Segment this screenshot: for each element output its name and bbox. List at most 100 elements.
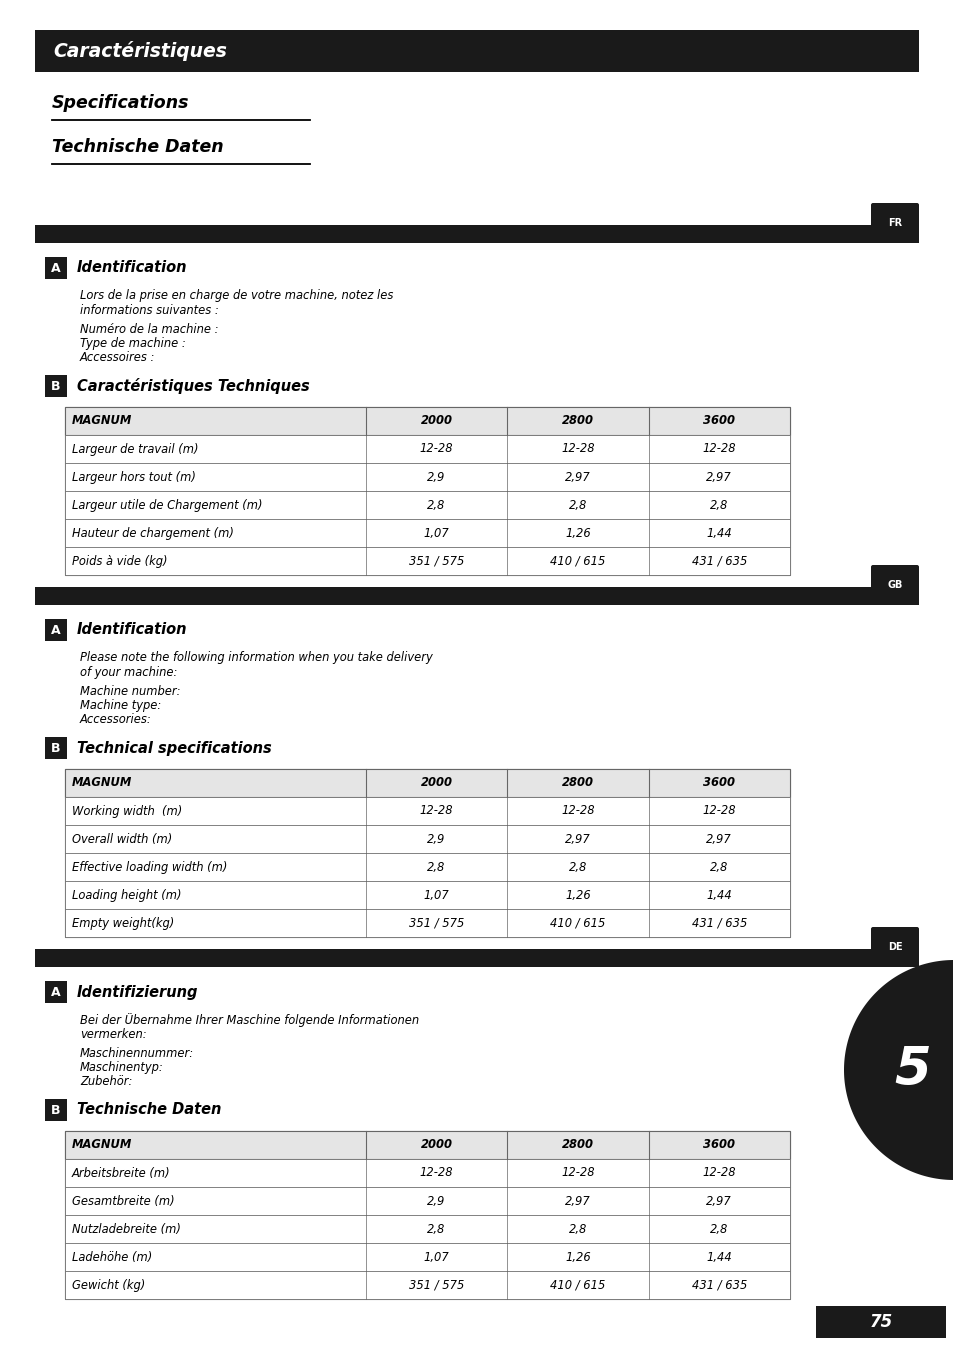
Text: 410 / 615: 410 / 615 [550,1278,605,1292]
Text: MAGNUM: MAGNUM [71,1138,132,1152]
Text: 2,8: 2,8 [709,860,728,873]
Text: Machine number:: Machine number: [80,684,180,698]
Text: Ladehöhe (m): Ladehöhe (m) [71,1250,152,1264]
Text: Technical specifications: Technical specifications [77,741,272,756]
Text: GB: GB [886,580,902,590]
Bar [45,375,67,397]
Text: A: A [51,624,61,636]
Text: 1,44: 1,44 [706,526,731,540]
Text: Empty weight(kg): Empty weight(kg) [71,917,174,930]
Text: Identification: Identification [77,261,188,275]
Text: 1,44: 1,44 [706,1250,731,1264]
Text: Bei der Übernahme Ihrer Maschine folgende Informationen: Bei der Übernahme Ihrer Maschine folgend… [80,1012,418,1027]
Bar [65,1215,789,1243]
Text: 2,8: 2,8 [709,498,728,512]
Text: 2,9: 2,9 [427,1195,445,1207]
Text: Zubehör:: Zubehör: [80,1075,132,1088]
Bar [35,225,918,243]
Text: Hauteur de chargement (m): Hauteur de chargement (m) [71,526,233,540]
Text: Caractéristiques Techniques: Caractéristiques Techniques [77,378,310,394]
Text: 2800: 2800 [561,1138,594,1152]
Text: 12-28: 12-28 [419,1166,453,1180]
Text: 5: 5 [893,1044,929,1096]
Text: Technische Daten: Technische Daten [52,138,223,157]
Text: Identifizierung: Identifizierung [77,984,198,999]
Text: 12-28: 12-28 [560,1166,594,1180]
Bar [65,882,789,909]
Bar [65,1131,789,1299]
Bar [65,491,789,518]
Text: Technische Daten: Technische Daten [77,1103,221,1118]
Text: 351 / 575: 351 / 575 [409,917,464,930]
Text: 351 / 575: 351 / 575 [409,1278,464,1292]
Bar [65,825,789,853]
Bar [65,1187,789,1215]
Text: Identification: Identification [77,622,188,637]
Text: 1,07: 1,07 [423,1250,449,1264]
Text: 2,8: 2,8 [427,860,445,873]
Text: 1,07: 1,07 [423,888,449,902]
Text: DE: DE [886,942,902,952]
Text: 1,07: 1,07 [423,526,449,540]
Text: Specifications: Specifications [52,95,190,112]
Text: Gesamtbreite (m): Gesamtbreite (m) [71,1195,174,1207]
Bar [45,256,67,279]
Bar [45,737,67,759]
Bar [65,1160,789,1187]
Bar [65,769,789,937]
Text: 2,97: 2,97 [564,471,590,483]
Text: 12-28: 12-28 [419,805,453,818]
Polygon shape [843,960,953,1180]
Text: Lors de la prise en charge de votre machine, notez les: Lors de la prise en charge de votre mach… [80,289,393,302]
Bar [35,30,918,72]
Text: A: A [51,986,61,999]
Text: Type de machine :: Type de machine : [80,338,186,350]
Text: Largeur de travail (m): Largeur de travail (m) [71,443,198,455]
Text: 1,26: 1,26 [564,1250,590,1264]
Bar [65,547,789,575]
Text: 1,44: 1,44 [706,888,731,902]
Bar [65,853,789,882]
Bar [65,769,789,796]
FancyBboxPatch shape [870,202,918,235]
Bar [65,463,789,491]
Text: Gewicht (kg): Gewicht (kg) [71,1278,145,1292]
Bar [35,949,918,967]
Text: FR: FR [887,217,902,228]
FancyBboxPatch shape [870,927,918,958]
Text: Effective loading width (m): Effective loading width (m) [71,860,227,873]
Text: B: B [51,741,61,755]
Text: Loading height (m): Loading height (m) [71,888,181,902]
Bar [815,1305,945,1338]
Text: 3600: 3600 [702,776,735,790]
Bar [65,909,789,937]
Bar [45,981,67,1003]
Text: 75: 75 [868,1314,892,1331]
Text: 2,8: 2,8 [568,498,586,512]
Text: 2,97: 2,97 [564,1195,590,1207]
Text: Arbeitsbreite (m): Arbeitsbreite (m) [71,1166,171,1180]
Text: 12-28: 12-28 [560,805,594,818]
Text: 2,97: 2,97 [706,833,731,845]
Bar [35,587,918,605]
Text: 2800: 2800 [561,414,594,428]
Text: MAGNUM: MAGNUM [71,776,132,790]
Text: Caractéristiques: Caractéristiques [53,40,227,61]
Text: Numéro de la machine :: Numéro de la machine : [80,323,218,336]
Bar [65,1243,789,1270]
Text: 351 / 575: 351 / 575 [409,555,464,567]
Text: 410 / 615: 410 / 615 [550,555,605,567]
Text: Working width  (m): Working width (m) [71,805,182,818]
Bar [65,796,789,825]
Text: 1,26: 1,26 [564,526,590,540]
Text: of your machine:: of your machine: [80,666,177,679]
Text: Accessories:: Accessories: [80,713,152,726]
Text: 431 / 635: 431 / 635 [691,555,746,567]
Text: Accessoires :: Accessoires : [80,351,155,364]
Bar [65,1131,789,1160]
Text: 3600: 3600 [702,414,735,428]
Text: informations suivantes :: informations suivantes : [80,304,218,317]
Text: Overall width (m): Overall width (m) [71,833,172,845]
Text: 2000: 2000 [420,1138,452,1152]
Text: 2,8: 2,8 [709,1223,728,1235]
